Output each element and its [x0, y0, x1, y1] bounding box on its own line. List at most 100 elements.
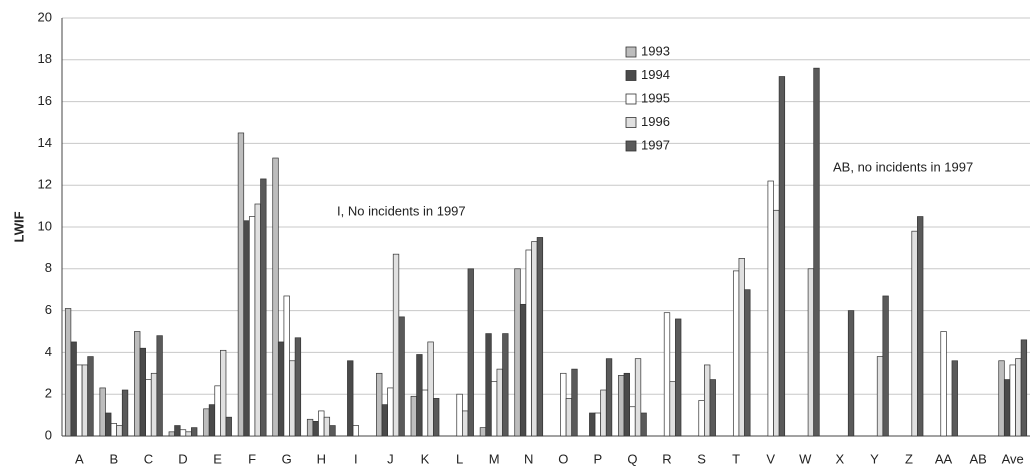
bar — [485, 333, 492, 437]
bar — [456, 393, 463, 437]
x-tick-label: B — [110, 451, 119, 466]
x-tick-label: P — [594, 451, 603, 466]
bar — [773, 209, 780, 437]
bar — [64, 308, 72, 437]
bar — [387, 387, 394, 437]
bar — [571, 368, 578, 437]
bar — [260, 178, 267, 437]
x-tick-label: L — [456, 451, 463, 466]
bar — [254, 203, 261, 437]
x-tick-label: C — [144, 451, 153, 466]
bar — [225, 416, 232, 437]
bar — [294, 337, 302, 437]
bar — [110, 423, 118, 437]
bar — [237, 132, 245, 437]
bar — [618, 375, 625, 437]
bar — [882, 295, 889, 437]
bar — [605, 358, 613, 437]
bar — [634, 358, 642, 437]
bar — [214, 385, 221, 437]
bar — [467, 268, 474, 437]
bar — [433, 398, 440, 437]
bar — [940, 331, 947, 437]
y-tick-label: 18 — [38, 51, 52, 66]
bar — [220, 349, 227, 437]
y-tick-label: 4 — [45, 344, 52, 359]
legend-label: 1995 — [641, 90, 670, 105]
y-tick-label: 6 — [45, 302, 52, 317]
bar — [663, 312, 671, 437]
x-tick-label: M — [489, 451, 500, 466]
bar — [121, 389, 129, 437]
legend-label: 1993 — [641, 43, 670, 58]
x-tick-label: J — [387, 451, 394, 466]
x-tick-label: F — [248, 451, 256, 466]
bar — [917, 216, 924, 437]
legend-label: 1997 — [641, 137, 670, 152]
x-tick-label: A — [75, 451, 84, 466]
bar — [168, 431, 175, 437]
bar — [807, 268, 815, 437]
bar — [87, 356, 94, 437]
bar — [248, 216, 256, 437]
bar — [738, 258, 745, 437]
bar — [289, 360, 296, 437]
bar — [847, 310, 855, 437]
bar — [410, 395, 417, 437]
bar — [398, 316, 405, 437]
legend-swatch — [625, 70, 637, 81]
y-tick-label: 20 — [38, 9, 52, 24]
bar — [1009, 364, 1016, 437]
x-tick-label: O — [558, 451, 568, 466]
y-tick-label: 8 — [45, 260, 52, 275]
bar — [306, 418, 314, 437]
x-tick-label: N — [524, 451, 533, 466]
bar — [323, 416, 331, 437]
x-tick-label: H — [317, 451, 326, 466]
bar — [376, 372, 383, 437]
bar — [704, 364, 711, 437]
bar — [150, 372, 158, 437]
bar — [629, 406, 636, 437]
bar — [1003, 379, 1011, 437]
x-tick-label: D — [178, 451, 187, 466]
bar — [675, 318, 682, 437]
x-tick-label: R — [662, 451, 671, 466]
bar — [496, 368, 503, 437]
bar — [116, 425, 123, 437]
bar — [329, 425, 336, 437]
bar — [479, 427, 487, 437]
bar — [744, 289, 751, 437]
bar — [778, 76, 786, 437]
y-tick-label: 2 — [45, 386, 52, 401]
bar — [536, 237, 544, 437]
y-tick-label: 10 — [38, 218, 52, 233]
bar — [427, 341, 434, 437]
bar — [272, 157, 279, 437]
bar — [709, 379, 716, 437]
y-tick-label: 16 — [38, 93, 52, 108]
legend-swatch — [625, 140, 637, 152]
legend-swatch — [625, 117, 637, 128]
bar — [243, 220, 250, 437]
bar — [525, 249, 532, 437]
bar — [669, 381, 676, 437]
bar — [531, 241, 538, 437]
bar — [732, 270, 740, 437]
x-tick-label: I — [354, 451, 358, 466]
bar — [1015, 358, 1022, 437]
bar — [1020, 339, 1028, 437]
bar — [283, 295, 290, 437]
annotation: I, No incidents in 1997 — [337, 203, 466, 218]
legend-swatch — [625, 46, 637, 58]
bar — [421, 389, 429, 437]
annotation: AB, no incidents in 1997 — [833, 159, 973, 174]
bar — [318, 410, 325, 437]
y-tick-label: 12 — [38, 177, 52, 192]
bar — [623, 372, 630, 437]
bar — [81, 364, 89, 437]
bar — [594, 412, 602, 437]
legend-label: 1996 — [641, 114, 670, 129]
bar — [698, 400, 705, 437]
bar — [514, 268, 521, 437]
